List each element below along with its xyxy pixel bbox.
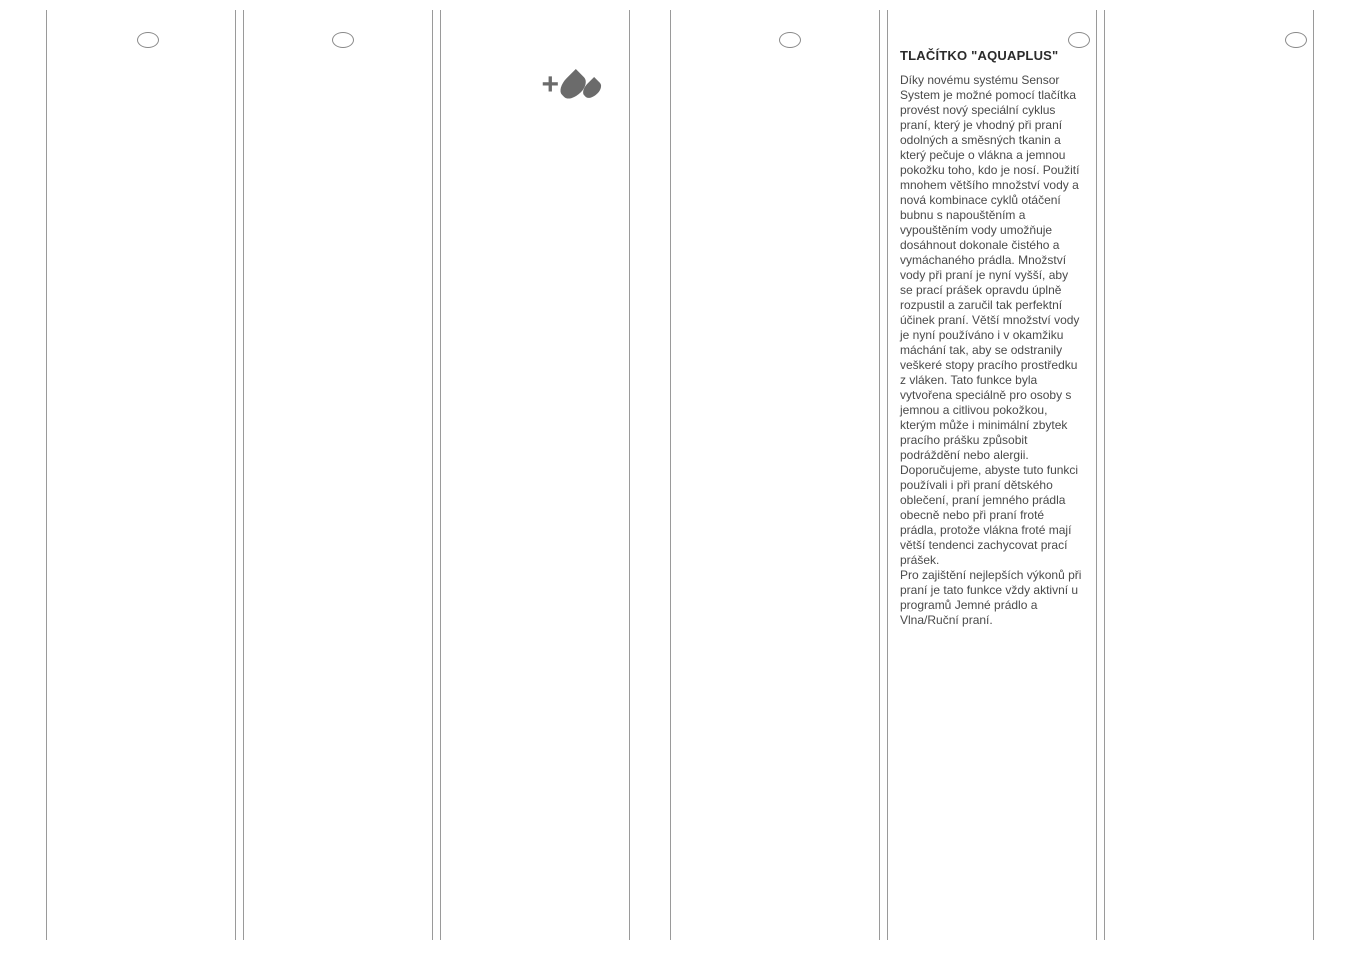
punch-hole-icon: [1285, 32, 1307, 48]
document-page: + TLAČÍTKO "AQUAPLUS" Díky novému systém…: [0, 0, 1351, 954]
column-4: [670, 10, 880, 940]
column-6: [1104, 10, 1314, 940]
punch-hole-icon: [1068, 32, 1090, 48]
column-1: [46, 10, 236, 940]
punch-hole-icon: [137, 32, 159, 48]
section-body: Díky novému systému Sensor System je mož…: [900, 73, 1084, 628]
section-heading: TLAČÍTKO "AQUAPLUS": [900, 48, 1096, 63]
aquaplus-icon: +: [541, 70, 599, 100]
column-3: +: [440, 10, 630, 940]
column-2: [243, 10, 433, 940]
punch-hole-icon: [332, 32, 354, 48]
plus-icon: +: [541, 70, 559, 100]
punch-hole-icon: [779, 32, 801, 48]
column-5: TLAČÍTKO "AQUAPLUS" Díky novému systému …: [887, 10, 1097, 940]
